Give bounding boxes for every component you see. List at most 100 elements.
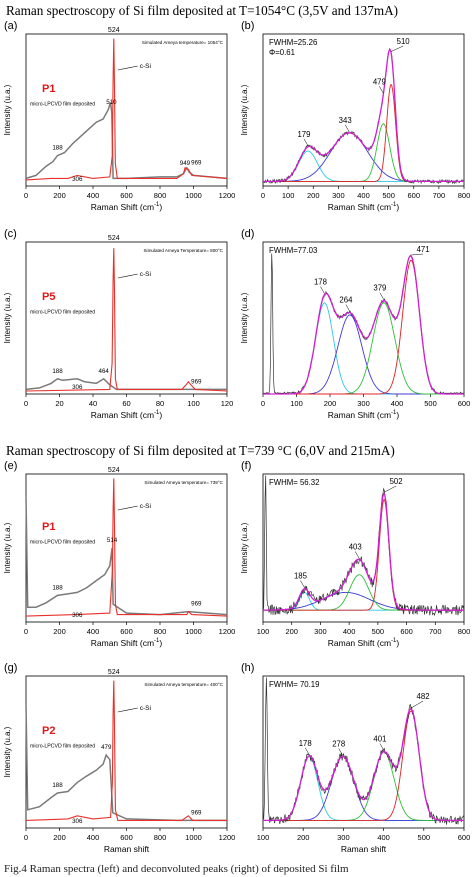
- c-si-spectrum: [25, 680, 227, 821]
- y-axis-label: Intensity (u.a.): [3, 522, 12, 573]
- x-axis-label-sup: -1: [391, 202, 397, 208]
- panel-letter: (f): [241, 460, 251, 472]
- panel-d: 0 100 200 300 400 500 600 Raman Shift (cm-1) Int…: [237, 226, 474, 426]
- panel-letter: (b): [241, 20, 254, 32]
- sample-marker-label: P5: [42, 291, 55, 303]
- y-axis-label: Intensity (u.a.): [240, 292, 249, 343]
- plot-content: [262, 47, 465, 185]
- peak-pointer: [379, 743, 385, 751]
- film-spectrum: [25, 703, 227, 822]
- c-si-label: c-Si: [140, 271, 151, 278]
- plot-content: [25, 38, 228, 181]
- peak-label-401: 401: [373, 735, 386, 744]
- panel-svg: 0 200 400 600 800 1000 1200 Raman shift Intensit…: [3, 662, 235, 854]
- plot-frame: [262, 33, 465, 187]
- peak-label-188: 188: [52, 368, 63, 375]
- x-tick-label: 600: [400, 627, 413, 636]
- x-tick-label: 400: [343, 627, 356, 636]
- x-tick-label: 600: [458, 399, 471, 408]
- x-tick-label: 500: [382, 191, 395, 200]
- temperature-note: Simulated Ameya temperature= 400°C: [144, 682, 223, 687]
- peak-label-969: 969: [191, 159, 202, 166]
- x-tick-label: 200: [53, 627, 66, 636]
- peak-pointer: [391, 45, 404, 52]
- c-si-spectrum: [25, 38, 228, 181]
- peak-label-524: 524: [108, 235, 120, 242]
- panel-letter: (h): [241, 662, 254, 674]
- x-axis-label-end: ): [159, 638, 162, 648]
- x-tick-label: 800: [154, 833, 167, 842]
- plot-content: [262, 677, 465, 825]
- c-si-spectrum: [25, 248, 228, 392]
- x-tick-label: 600: [458, 833, 471, 842]
- y-axis-label: Intensity (u.a.): [240, 522, 249, 573]
- peak-label-403: 403: [349, 542, 362, 551]
- temperature-note: Simulated Ameya temperature= 739°C: [144, 480, 223, 485]
- peak-label-510: 510: [106, 99, 117, 106]
- x-tick-label: 500: [424, 399, 437, 408]
- x-tick-label: 200: [307, 191, 320, 200]
- x-tick-label: 800: [458, 191, 471, 200]
- deposit-label: micro-LPCVD film deposited: [30, 540, 95, 546]
- deposit-label: micro-LPCVD film deposited: [30, 743, 95, 749]
- x-tick-label: 400: [87, 191, 100, 200]
- x-axis-label-end: ): [396, 638, 399, 648]
- panel-svg: 0 200 400 600 800 1000 1200 Raman Shift (cm-1) I…: [3, 20, 236, 212]
- panel-svg: 100 200 300 400 500 600 Raman shift (h) FWHM= 70…: [241, 662, 471, 854]
- x-axis-label: Raman Shift (cm-1): [328, 638, 400, 648]
- c-si-pointer: [117, 273, 138, 279]
- x-tick-label: 200: [285, 627, 298, 636]
- plot-frame: [25, 241, 228, 395]
- peak-label-185: 185: [294, 572, 308, 581]
- x-tick-label: 1200: [219, 191, 236, 200]
- x-tick-label: 40: [89, 399, 97, 408]
- x-tick-label: 400: [391, 399, 404, 408]
- peak-label-306: 306: [72, 612, 83, 619]
- sample-marker-label: P1: [42, 83, 55, 95]
- film-spectrum: [25, 377, 227, 391]
- x-axis-label-end: ): [159, 410, 162, 420]
- peak-label-264: 264: [339, 296, 353, 305]
- peak-pointer: [344, 124, 350, 132]
- c-si-spectrum: [25, 478, 228, 617]
- x-tick-label: 800: [154, 191, 167, 200]
- x-tick-label: 200: [53, 833, 66, 842]
- middle-heading: Raman spectroscopy of Si film deposited …: [6, 443, 395, 458]
- x-tick-label: 300: [332, 191, 345, 200]
- plot-frame: [262, 675, 465, 829]
- panel-svg: 0 20 40 60 80 100 120 Raman Shift (cm-1) Intensi…: [3, 228, 233, 420]
- x-axis-label: Raman Shift (cm-1): [91, 202, 163, 212]
- peak-label-479: 479: [373, 77, 386, 86]
- peak-label-188: 188: [52, 782, 63, 789]
- x-tick-label: 600: [120, 833, 133, 842]
- x-tick-label: 200: [297, 833, 310, 842]
- plot-frame: [262, 241, 465, 395]
- peak-pointer: [338, 748, 343, 756]
- figure-caption: Fig.4 Raman spectra (left) and deconvolu…: [4, 863, 349, 875]
- x-tick-label: 100: [187, 399, 200, 408]
- x-axis-label-sup: -1: [154, 638, 160, 644]
- measured-spectrum: [262, 48, 465, 185]
- x-tick-label: 1000: [185, 627, 202, 636]
- plot-frame: [25, 33, 228, 187]
- plot-content: [262, 475, 465, 617]
- peak-label-514: 514: [107, 537, 118, 544]
- x-tick-label: 300: [357, 399, 370, 408]
- fit-info-line: FWHM=25.26: [269, 38, 317, 47]
- top-heading: Raman spectroscopy of Si film deposited …: [6, 3, 399, 18]
- x-tick-label: 100: [290, 399, 303, 408]
- peak-pointer: [345, 304, 351, 312]
- plot-content: [25, 248, 228, 392]
- fit-info-line: FWHM= 70.19: [269, 680, 319, 689]
- c-si-label: c-Si: [140, 705, 151, 712]
- panel-a: 0 200 400 600 800 1000 1200 Raman Shift (cm-1) I…: [0, 18, 237, 218]
- x-tick-label: 0: [24, 833, 28, 842]
- panel-letter: (a): [4, 20, 17, 32]
- temperature-note: Simulated Ameya Temperature= 800°C: [143, 248, 223, 253]
- x-tick-label: 400: [357, 191, 370, 200]
- peak-pointer: [355, 551, 360, 559]
- x-tick-label: 100: [257, 627, 270, 636]
- x-axis-label-sup: -1: [391, 410, 397, 416]
- x-tick-label: 800: [154, 627, 167, 636]
- peak-label-510: 510: [397, 37, 411, 46]
